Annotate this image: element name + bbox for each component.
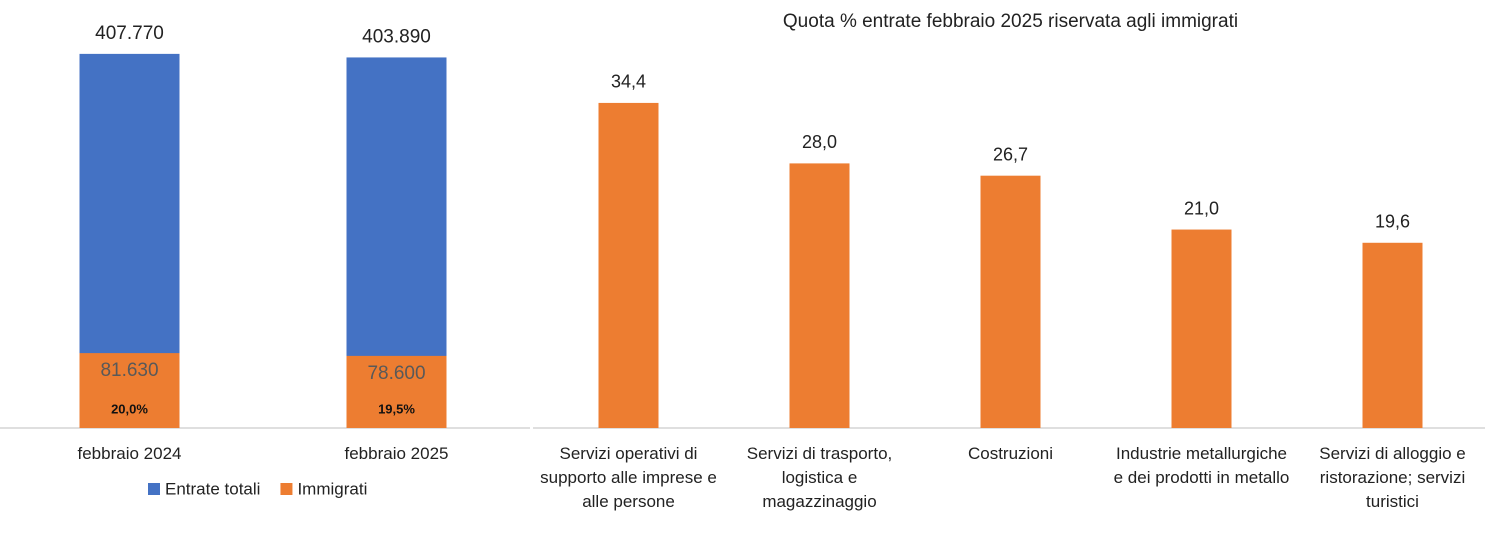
bar bbox=[980, 175, 1041, 428]
bar bbox=[1171, 229, 1232, 428]
value-label: 78.600 bbox=[367, 363, 425, 384]
bar bbox=[598, 102, 659, 429]
x-tick-label: Costruzioni bbox=[968, 444, 1053, 463]
legend-label: Entrate totali bbox=[165, 479, 260, 498]
bar bbox=[79, 353, 180, 428]
value-label: 81.630 bbox=[100, 360, 158, 381]
bar bbox=[346, 355, 447, 428]
value-label: 21,0 bbox=[1184, 198, 1219, 218]
x-tick-label: febbraio 2025 bbox=[345, 444, 449, 463]
share-label: 20,0% bbox=[111, 401, 148, 416]
legend-label: Immigrati bbox=[297, 479, 367, 498]
value-label: 19,6 bbox=[1375, 212, 1410, 232]
bar bbox=[1362, 242, 1423, 428]
x-tick-label: Servizi di trasporto, logistica e magazzin… bbox=[747, 444, 893, 511]
x-tick-label: Industrie metallurgiche e dei prodotti in… bbox=[1114, 444, 1290, 487]
x-tick-label: Servizi operativi di supporto alle impres… bbox=[540, 444, 717, 511]
bar bbox=[789, 163, 850, 428]
x-tick-label: febbraio 2024 bbox=[78, 444, 182, 463]
value-label: 28,0 bbox=[802, 132, 837, 152]
share-label: 19,5% bbox=[378, 401, 415, 416]
value-label: 34,4 bbox=[611, 72, 646, 92]
legend-swatch bbox=[280, 483, 293, 495]
value-label: 407.770 bbox=[95, 23, 164, 44]
legend-swatch bbox=[148, 483, 160, 495]
value-label: 26,7 bbox=[993, 144, 1028, 164]
value-label: 403.890 bbox=[362, 26, 431, 47]
x-tick-label: Servizi di alloggio e ristorazione; servi… bbox=[1319, 444, 1465, 511]
chart-title: Quota % entrate febbraio 2025 riservata … bbox=[783, 11, 1238, 32]
